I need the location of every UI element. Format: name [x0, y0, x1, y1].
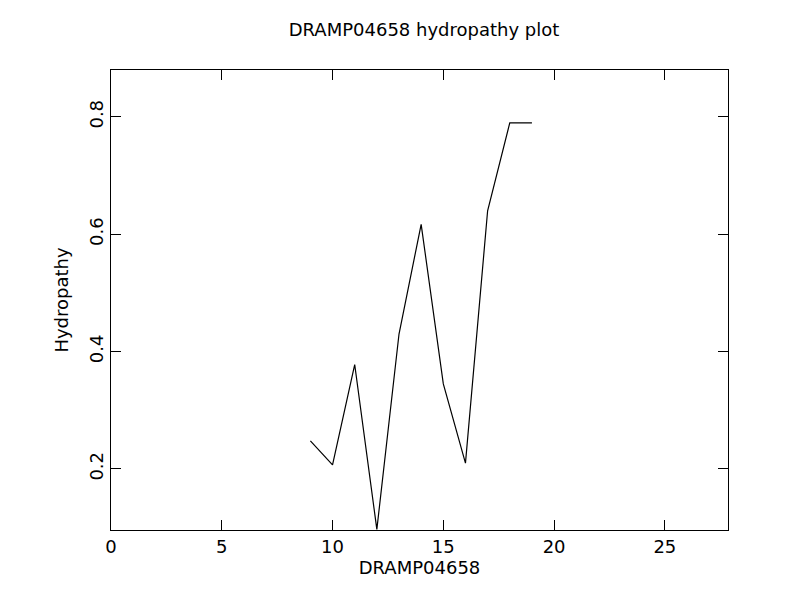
- svg-text:25: 25: [653, 536, 676, 557]
- svg-text:15: 15: [432, 536, 455, 557]
- svg-text:0.2: 0.2: [86, 452, 107, 481]
- svg-text:DRAMP04658: DRAMP04658: [359, 557, 481, 578]
- svg-text:10: 10: [321, 536, 344, 557]
- svg-text:5: 5: [216, 536, 227, 557]
- svg-text:0: 0: [105, 536, 116, 557]
- svg-text:0.8: 0.8: [86, 100, 107, 129]
- svg-text:Hydropathy: Hydropathy: [51, 247, 72, 353]
- svg-text:0.6: 0.6: [86, 217, 107, 246]
- svg-text:DRAMP04658 hydropathy plot: DRAMP04658 hydropathy plot: [289, 19, 560, 40]
- svg-text:0.4: 0.4: [86, 335, 107, 364]
- svg-text:20: 20: [543, 536, 566, 557]
